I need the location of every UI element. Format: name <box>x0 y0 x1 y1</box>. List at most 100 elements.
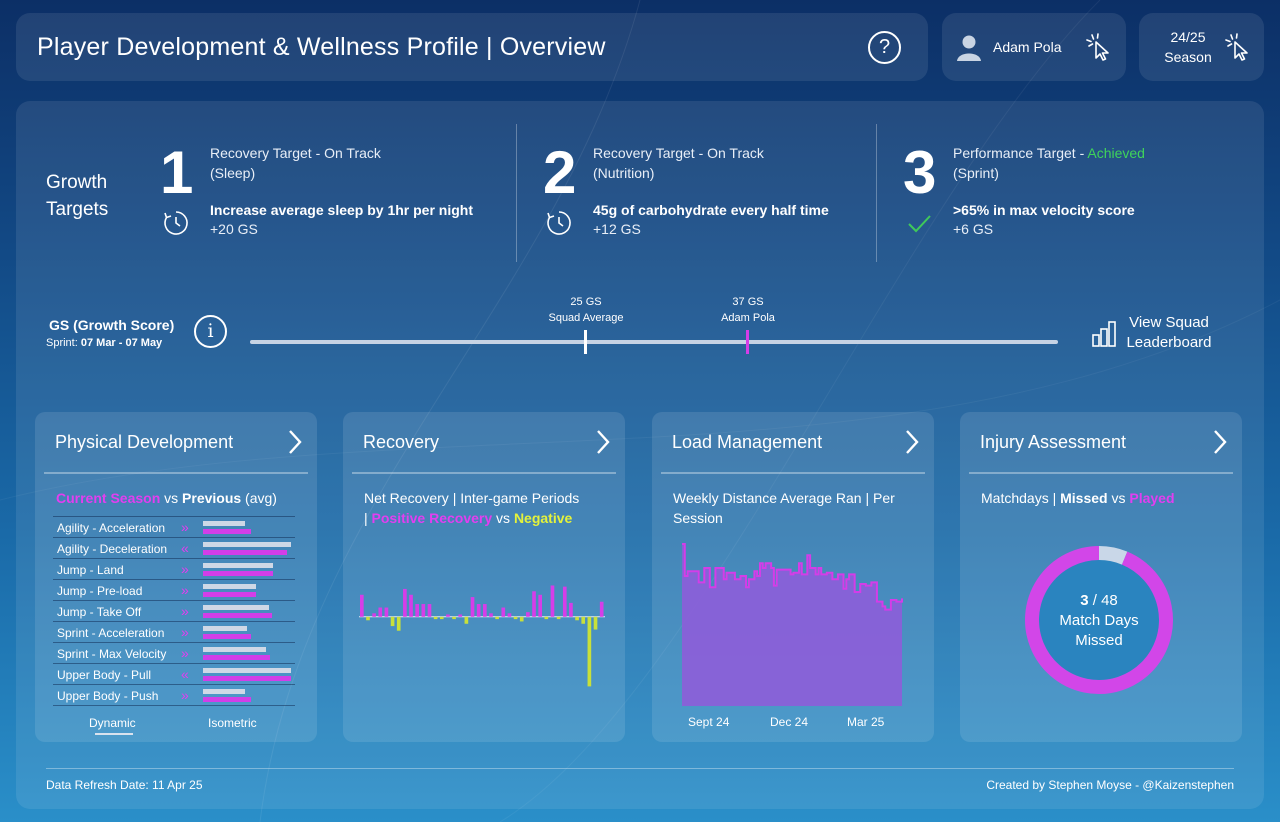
metric-row: Jump - Take Off » <box>53 600 295 621</box>
clock-icon <box>547 211 571 235</box>
growth-targets-label: Growth Targets <box>46 169 108 223</box>
previous-bar <box>203 668 291 673</box>
recovery-bar <box>458 614 463 617</box>
recovery-bar <box>403 588 407 617</box>
recovery-bar <box>390 616 395 627</box>
tab-isometric[interactable]: Isometric <box>208 716 257 730</box>
metric-row: Jump - Pre-load » <box>53 579 295 600</box>
metric-label: Upper Body - Push <box>57 689 159 703</box>
donut-center-fill <box>1039 560 1159 680</box>
injury-subtitle-prefix: Matchdays | <box>981 490 1061 506</box>
previous-bar <box>203 542 291 547</box>
current-bar <box>203 676 291 681</box>
recovery-bar <box>378 607 383 617</box>
bar-chart-icon[interactable] <box>1092 321 1116 347</box>
trend-arrow-icon: « <box>181 666 189 682</box>
recovery-bar <box>452 616 456 620</box>
view-squad-leaderboard-link[interactable]: View Squad Leaderboard <box>1116 313 1222 353</box>
season-label: 24/25 Season <box>1139 27 1237 67</box>
main-panel: Growth Targets 1 Recovery Target - On Tr… <box>16 101 1264 809</box>
current-bar <box>203 529 252 534</box>
legend-missed: Missed <box>1060 490 1108 506</box>
metric-label: Sprint - Max Velocity <box>57 647 167 661</box>
chevron-right-icon[interactable] <box>595 429 611 455</box>
recovery-bar <box>575 616 579 621</box>
recovery-bar <box>396 616 401 631</box>
recovery-bar <box>519 616 524 622</box>
donut-label-line3: Missed <box>1075 632 1123 649</box>
clock-icon <box>164 211 188 235</box>
x-tick-label: Dec 24 <box>770 715 809 729</box>
matchdays-donut-chart <box>1025 546 1173 694</box>
card-separator <box>352 472 616 474</box>
legend-current-season: Current Season <box>56 490 161 506</box>
donut-count: 3 / 48 <box>1024 591 1174 611</box>
recovery-bar <box>421 604 426 617</box>
donut-label-line2: Match Days <box>1059 612 1139 629</box>
donut-center-text: 3 / 48 Match Days Missed <box>1024 591 1174 651</box>
card-title: Load Management <box>672 432 823 452</box>
recovery-card: Recovery Net Recovery | Inter-game Perio… <box>343 412 625 742</box>
card-title: Injury Assessment <box>980 432 1127 452</box>
help-icon[interactable]: ? <box>868 31 901 64</box>
chevron-right-icon[interactable] <box>1212 429 1228 455</box>
target-title-text: Performance Target - <box>953 145 1088 161</box>
donut-slice-played <box>1025 546 1173 694</box>
target-description: >65% in max velocity score <box>953 202 1135 218</box>
trend-arrow-icon: » <box>181 603 189 619</box>
target-description: 45g of carbohydrate every half time <box>593 202 829 218</box>
metric-row: Agility - Deceleration « <box>53 537 295 558</box>
metric-list-bottom-border <box>53 705 295 706</box>
current-bar <box>203 592 256 597</box>
season-selector[interactable]: 24/25 Season <box>1139 13 1264 81</box>
chevron-right-icon[interactable] <box>904 429 920 455</box>
tab-dynamic[interactable]: Dynamic <box>89 716 136 730</box>
injury-subtitle: Matchdays | Missed vs Played <box>981 488 1231 508</box>
target-subtitle: (Sleep) <box>210 165 256 181</box>
physical-development-card: Physical Development Current Season vs P… <box>35 412 317 742</box>
chevron-right-icon[interactable] <box>287 429 303 455</box>
legend-avg: (avg) <box>241 490 277 506</box>
target-title-text: Recovery Target - On Track <box>210 145 381 161</box>
recovery-bar <box>550 585 555 617</box>
click-pointer-icon <box>1086 33 1109 61</box>
recovery-bar <box>495 616 499 620</box>
growth-target-2: 2 Recovery Target - On Track (Nutrition)… <box>543 125 883 265</box>
legend-previous: Previous <box>182 490 242 506</box>
recovery-bar <box>489 613 493 617</box>
gs-track <box>250 340 1058 344</box>
metric-row: Sprint - Max Velocity » <box>53 642 295 663</box>
previous-bar <box>203 563 273 568</box>
card-separator <box>969 472 1233 474</box>
season-caption: Season <box>1164 49 1212 65</box>
recovery-bar <box>476 604 481 617</box>
target-subtitle: (Nutrition) <box>593 165 655 181</box>
user-selector[interactable]: Adam Pola <box>942 13 1126 81</box>
gs-title: GS (Growth Score) <box>49 317 175 333</box>
info-icon[interactable]: i <box>194 315 227 348</box>
recovery-bar-chart <box>359 585 605 687</box>
recovery-bar <box>513 616 518 620</box>
target-subtitle: (Sprint) <box>953 165 999 181</box>
recovery-subtitle: Net Recovery | Inter-game Periods | Posit… <box>364 488 614 528</box>
legend-positive: Positive Recovery <box>371 510 493 526</box>
metric-row: Jump - Land » <box>53 558 295 579</box>
trend-arrow-icon: » <box>181 687 189 703</box>
footer-divider <box>46 768 1234 769</box>
target-number: 2 <box>543 139 577 206</box>
trend-arrow-icon: » <box>181 519 189 535</box>
trend-arrow-icon: » <box>181 624 189 640</box>
target-score: +6 GS <box>953 221 994 237</box>
metric-label: Jump - Land <box>57 563 124 577</box>
page-title: Player Development & Wellness Profile | … <box>37 33 606 61</box>
player-score-value: 37 GS <box>732 296 764 308</box>
x-tick-label: Sept 24 <box>688 715 730 729</box>
growth-target-3: 3 Performance Target - Achieved (Sprint)… <box>903 125 1243 265</box>
check-icon <box>908 215 931 233</box>
metric-row: Upper Body - Push » <box>53 684 295 705</box>
previous-bar <box>203 521 246 526</box>
current-bar <box>203 655 270 660</box>
gs-sprint-period: Sprint: 07 Mar - 07 May <box>46 337 162 349</box>
leaderboard-line1: View Squad <box>1129 314 1209 331</box>
recovery-bar <box>470 597 475 617</box>
